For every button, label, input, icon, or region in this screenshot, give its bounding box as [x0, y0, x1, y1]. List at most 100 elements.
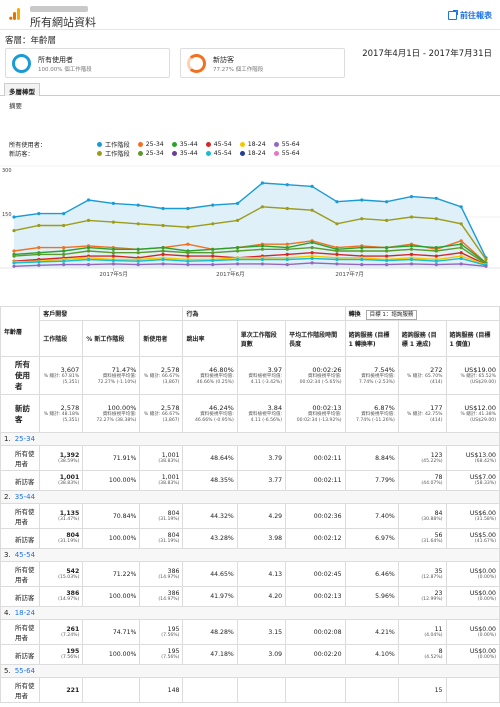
data-point[interactable] — [161, 257, 165, 262]
data-point[interactable] — [12, 264, 16, 268]
group-link[interactable]: 35-44 — [14, 493, 36, 501]
data-point[interactable] — [459, 239, 463, 243]
column-header[interactable]: 單次工作階段頁數 — [236, 320, 287, 357]
data-point[interactable] — [86, 218, 91, 222]
data-point[interactable] — [260, 247, 265, 251]
data-point[interactable] — [409, 262, 414, 266]
data-point[interactable] — [136, 263, 140, 267]
data-point[interactable] — [111, 254, 115, 258]
data-point[interactable] — [434, 259, 438, 263]
data-point[interactable] — [385, 200, 389, 204]
column-header[interactable]: % 新工作階段 — [82, 320, 141, 357]
data-point[interactable] — [37, 260, 41, 264]
data-point[interactable] — [310, 251, 314, 255]
data-point[interactable] — [86, 263, 91, 267]
data-point[interactable] — [136, 203, 140, 207]
data-point[interactable] — [235, 218, 240, 222]
data-point[interactable] — [434, 246, 438, 250]
column-header[interactable]: 工作階段 — [39, 320, 84, 357]
data-point[interactable] — [285, 206, 289, 211]
data-point[interactable] — [111, 247, 115, 251]
data-point[interactable] — [62, 223, 66, 228]
data-point[interactable] — [385, 254, 389, 258]
data-point[interactable] — [186, 254, 190, 258]
data-point[interactable] — [434, 254, 438, 258]
data-point[interactable] — [62, 252, 66, 256]
data-point[interactable] — [360, 263, 364, 267]
data-point[interactable] — [37, 223, 41, 228]
group-link[interactable]: 55-64 — [14, 667, 36, 675]
data-point[interactable] — [360, 246, 364, 250]
data-point[interactable] — [285, 242, 289, 246]
data-point[interactable] — [211, 203, 215, 207]
data-point[interactable] — [285, 257, 289, 262]
data-point[interactable] — [136, 247, 140, 251]
data-point[interactable] — [235, 246, 240, 250]
data-point[interactable] — [111, 201, 115, 205]
column-header[interactable]: 平均工作階段時間長度 — [285, 320, 346, 357]
data-point[interactable] — [335, 257, 339, 262]
data-point[interactable] — [12, 249, 16, 253]
data-point[interactable] — [211, 263, 215, 267]
data-point[interactable] — [186, 259, 190, 263]
data-point[interactable] — [136, 259, 140, 263]
data-point[interactable] — [235, 257, 240, 262]
data-point[interactable] — [310, 208, 314, 212]
data-point[interactable] — [111, 220, 115, 224]
data-point[interactable] — [310, 246, 314, 250]
data-point[interactable] — [310, 261, 314, 265]
data-point[interactable] — [161, 246, 165, 250]
data-point[interactable] — [86, 246, 91, 250]
data-point[interactable] — [86, 249, 91, 253]
data-point[interactable] — [62, 246, 66, 250]
data-point[interactable] — [434, 196, 438, 200]
data-point[interactable] — [211, 251, 215, 255]
data-point[interactable] — [409, 195, 414, 199]
date-range[interactable]: 2017年4月1日 - 2017年7月31日 — [362, 49, 492, 59]
data-point[interactable] — [161, 223, 165, 228]
data-point[interactable] — [62, 259, 66, 263]
data-point[interactable] — [335, 262, 339, 266]
column-header[interactable]: 諮詢服務 (目標 1 達成) — [397, 320, 447, 357]
data-point[interactable] — [360, 257, 364, 262]
data-point[interactable] — [360, 249, 364, 253]
data-point[interactable] — [161, 249, 165, 253]
data-point[interactable] — [235, 262, 240, 266]
data-point[interactable] — [235, 249, 240, 253]
data-point[interactable] — [459, 256, 463, 261]
data-point[interactable] — [360, 198, 364, 202]
data-point[interactable] — [111, 262, 115, 266]
data-point[interactable] — [385, 218, 389, 222]
data-point[interactable] — [260, 244, 265, 248]
data-point[interactable] — [260, 262, 265, 266]
data-point[interactable] — [12, 261, 16, 265]
data-point[interactable] — [86, 198, 91, 202]
data-point[interactable] — [409, 252, 414, 256]
column-header[interactable]: 諮詢服務 (目標 1 價值) — [445, 320, 500, 357]
data-point[interactable] — [360, 217, 364, 221]
data-point[interactable] — [211, 254, 215, 258]
data-point[interactable] — [161, 206, 165, 211]
column-header[interactable]: 跳出率 — [182, 320, 238, 357]
data-point[interactable] — [310, 254, 314, 258]
data-point[interactable] — [235, 201, 240, 205]
data-point[interactable] — [62, 263, 66, 267]
data-point[interactable] — [459, 254, 463, 258]
data-point[interactable] — [37, 246, 41, 250]
data-point[interactable] — [459, 242, 463, 246]
data-point[interactable] — [62, 249, 66, 253]
data-point[interactable] — [310, 256, 314, 261]
data-point[interactable] — [186, 242, 190, 246]
conversion-select[interactable]: 目標 1：諮詢服務 — [365, 310, 418, 320]
data-point[interactable] — [459, 262, 463, 266]
data-point[interactable] — [186, 206, 190, 211]
data-point[interactable] — [260, 257, 265, 262]
group-link[interactable]: 45-54 — [14, 551, 36, 559]
data-point[interactable] — [409, 244, 414, 248]
data-point[interactable] — [385, 246, 389, 250]
column-header[interactable]: 新使用者 — [139, 320, 184, 357]
data-point[interactable] — [86, 257, 91, 262]
data-point[interactable] — [136, 222, 140, 226]
data-point[interactable] — [484, 264, 488, 268]
data-point[interactable] — [136, 251, 140, 255]
